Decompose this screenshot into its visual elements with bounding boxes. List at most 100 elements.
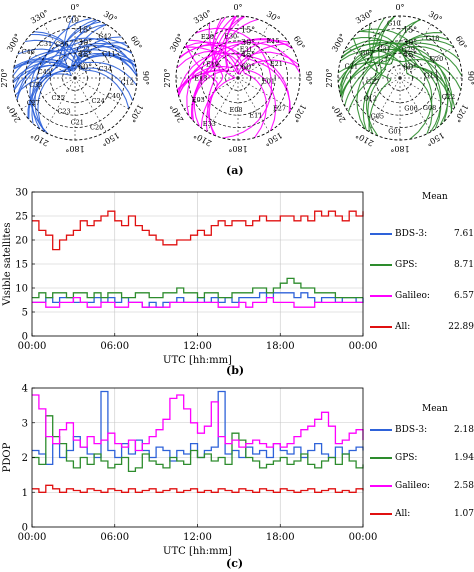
- azimuth-label: 180°: [228, 144, 247, 153]
- elevation-label: 45°: [78, 50, 92, 59]
- satellite-label: C19: [66, 16, 79, 24]
- elevation-label: 45°: [241, 50, 255, 59]
- y-tick-label: 0: [22, 332, 28, 343]
- y-tick-label: 30: [15, 188, 28, 199]
- azimuth-label: 60°: [129, 34, 144, 51]
- satellite-label: G13: [424, 72, 437, 80]
- legend-label: BDS-3:: [395, 425, 428, 435]
- satellite-label: C27: [27, 99, 40, 107]
- azimuth-label: 120°: [452, 103, 469, 124]
- x-tick-label: 00:00: [349, 532, 378, 543]
- azimuth-label: 270°: [163, 68, 172, 87]
- legend-item-gps: GPS:: [370, 260, 417, 270]
- satellite-label: E08: [229, 106, 242, 114]
- satellite-label: E13: [194, 74, 207, 82]
- y-tick-label: 5: [22, 308, 28, 319]
- satellite-label: C24: [92, 97, 105, 105]
- elevation-label: 15°: [78, 25, 92, 34]
- azimuth-label: 30°: [427, 9, 444, 24]
- legend-mean-value: 1.07: [453, 509, 474, 519]
- x-axis-label: UTC [hh:mm]: [163, 355, 232, 366]
- legend-mean-value: 1.94: [453, 453, 474, 463]
- series-line-all: [32, 210, 364, 251]
- satellite-label: E11: [249, 112, 262, 120]
- satellite-label: C25: [52, 94, 65, 102]
- satellite-label: E30: [224, 32, 237, 40]
- series-line-gps: [32, 415, 364, 473]
- legend-label: Galileo:: [395, 291, 430, 301]
- satellite-label: C23: [57, 108, 70, 116]
- legend-label: GPS:: [395, 453, 418, 463]
- satellite-track: [367, 15, 396, 134]
- legend-label: Galileo:: [395, 481, 430, 491]
- satellite-label: E21: [270, 60, 283, 68]
- y-tick-label: 0: [22, 523, 28, 534]
- x-tick-label: 00:00: [18, 532, 47, 543]
- legend-swatch: [370, 429, 392, 431]
- skyplot-gps: 15°30°45°60°0°30°60°90°120°150°180°210°2…: [325, 3, 474, 153]
- legend-swatch: [370, 295, 392, 297]
- satellite-label: E19: [206, 61, 219, 69]
- satellite-track: [177, 52, 291, 114]
- satellite-label: C21: [71, 118, 84, 126]
- visible-satellites-chart: 0 5 10 15 20 25 30 00:00 06:00 12:00 18:00 00:00 UTC…: [2, 188, 378, 367]
- legend-item-bds3: BDS-3:: [370, 229, 427, 239]
- elevation-label: 60°: [241, 63, 255, 72]
- satellite-label: E27: [273, 104, 286, 112]
- satellite-label: G27: [366, 78, 379, 86]
- satellite-track: [356, 45, 463, 130]
- legend-swatch: [370, 264, 392, 266]
- satellite-label: G31: [377, 45, 390, 53]
- satellite-track: [12, 42, 133, 76]
- legend-mean-value: 22.89: [448, 322, 474, 332]
- skyplot-bds3: 15°30°45°60°0°30°60°90°120°150°180°210°2…: [0, 3, 150, 153]
- azimuth-label: 180°: [65, 144, 84, 153]
- satellite-label: C20: [90, 123, 103, 131]
- legend-item-all: All:: [370, 322, 410, 332]
- series-line-galileo: [32, 394, 364, 452]
- satellite-label: C11: [102, 50, 115, 58]
- legend-swatch: [370, 485, 392, 487]
- satellite-track: [191, 15, 244, 120]
- legend-item-gps: GPS:: [370, 453, 417, 463]
- azimuth-label: 30°: [265, 9, 282, 24]
- satellite-track: [339, 42, 449, 126]
- legend-mean-value: 8.71: [453, 260, 474, 270]
- satellite-label: G21: [345, 62, 358, 70]
- x-tick-label: 12:00: [183, 341, 212, 352]
- elevation-label: 15°: [241, 25, 255, 34]
- x-tick-label: 18:00: [266, 341, 295, 352]
- legend-b: Mean BDS-3: 7.61 GPS: 8.71 Galileo: 6.57…: [370, 180, 474, 360]
- azimuth-label: 180°: [390, 144, 409, 153]
- satellite-label: G05: [371, 113, 384, 121]
- legend-label: GPS:: [395, 260, 418, 270]
- satellite-track: [15, 15, 74, 96]
- satellite-label: G18: [426, 35, 439, 43]
- azimuth-label: 300°: [168, 32, 185, 53]
- legend-title: Mean: [422, 192, 448, 202]
- legend-mean-value: 6.57: [453, 291, 474, 301]
- satellite-label: C36: [55, 41, 68, 49]
- satellite-track: [185, 43, 218, 132]
- elevation-label: 30°: [78, 38, 92, 47]
- azimuth-label: 0°: [233, 3, 242, 12]
- satellite-track: [24, 39, 134, 101]
- elevation-label: 45°: [403, 50, 417, 59]
- x-tick-label: 00:00: [18, 341, 47, 352]
- satellite-track: [13, 54, 137, 91]
- satellite-track: [176, 15, 238, 91]
- x-tick-label: 00:00: [349, 341, 378, 352]
- y-axis-label: PDOP: [2, 442, 13, 472]
- satellite-label: C22: [77, 45, 90, 53]
- satellite-track: [340, 48, 453, 114]
- legend-mean-value: 2.58: [453, 481, 474, 491]
- satellite-label: G07: [360, 49, 373, 57]
- satellite-track: [340, 32, 443, 97]
- legend-item-galileo: Galileo:: [370, 291, 430, 301]
- pdop-chart: 0 1 2 3 4 00:00 06:00 12:00 18:00 00:00 UTC [hh:mm…: [2, 384, 378, 558]
- y-tick-label: 3: [22, 418, 28, 429]
- elevation-label: 60°: [78, 63, 92, 72]
- x-tick-label: 18:00: [266, 532, 295, 543]
- satellite-label: G29: [402, 45, 415, 53]
- y-tick-label: 15: [15, 260, 28, 271]
